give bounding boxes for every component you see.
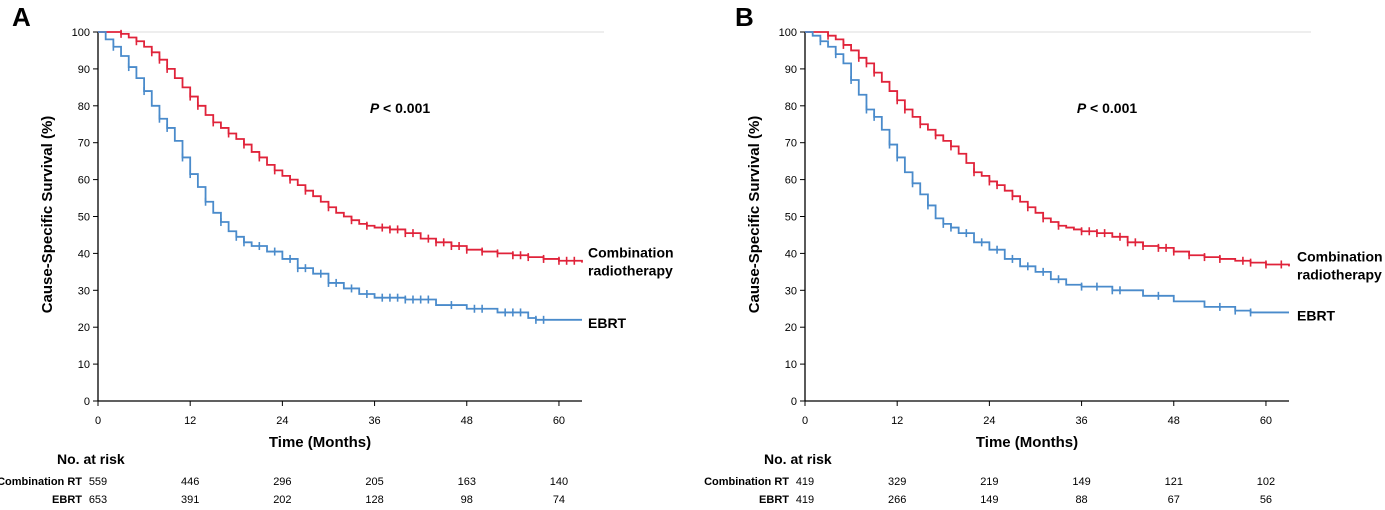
risk-value: 419 [796, 476, 814, 488]
risk-value: 140 [550, 476, 568, 488]
series-combination: Combination radiotherapy [805, 31, 1383, 282]
x-tick-label: 24 [276, 415, 288, 427]
y-tick-label: 30 [78, 285, 90, 297]
series-label: radiotherapy [588, 263, 673, 279]
y-tick-label: 70 [785, 138, 797, 150]
p-value-text: < 0.001 [379, 100, 430, 116]
risk-row-label: EBRT [52, 494, 82, 505]
risk-table: No. at risk Combination RT 559 446 296 205 163… [0, 451, 568, 506]
risk-value: 102 [1257, 476, 1275, 488]
risk-value: 74 [553, 494, 565, 505]
risk-table-title: No. at risk [57, 451, 125, 467]
series-ebrt: EBRT [98, 31, 627, 331]
y-axis-title: Cause-Specific Survival (%) [746, 116, 763, 314]
x-axis-title: Time (Months) [976, 434, 1078, 451]
risk-value: 266 [888, 494, 906, 505]
risk-value: 121 [1165, 476, 1183, 488]
y-tick-label: 10 [78, 359, 90, 371]
risk-value: 128 [365, 494, 383, 505]
x-tick-label: 48 [461, 415, 473, 427]
x-tick-label: 0 [802, 415, 808, 427]
survival-curve [98, 31, 583, 263]
y-tick-label: 80 [78, 101, 90, 113]
y-tick-label: 10 [785, 359, 797, 371]
y-tick-label: 20 [785, 322, 797, 334]
risk-table-title: No. at risk [764, 451, 832, 467]
y-tick-label: 90 [785, 64, 797, 76]
survival-curve [805, 31, 1289, 314]
chart-panel-a: A 0 10 20 30 40 50 60 70 80 90 100 0 12 24 36 48 60 Time (… [0, 2, 674, 506]
x-tick-label: 36 [368, 415, 380, 427]
series-label: EBRT [1297, 307, 1336, 323]
y-tick-label: 60 [78, 175, 90, 187]
survival-curve [805, 31, 1290, 267]
risk-value: 202 [273, 494, 291, 505]
p-value-annotation: P < 0.001 [370, 100, 431, 116]
x-tick-label: 60 [1260, 415, 1272, 427]
p-value-text: < 0.001 [1086, 100, 1137, 116]
series-ebrt: EBRT [805, 31, 1336, 323]
y-tick-label: 100 [779, 27, 797, 39]
p-value-annotation: P < 0.001 [1077, 100, 1138, 116]
risk-value: 205 [365, 476, 383, 488]
x-tick-label: 60 [553, 415, 565, 427]
y-tick-label: 40 [78, 248, 90, 260]
y-tick-label: 50 [78, 212, 90, 224]
x-tick-label: 12 [184, 415, 196, 427]
x-tick-label: 24 [983, 415, 995, 427]
risk-value: 163 [458, 476, 476, 488]
y-tick-label: 70 [78, 138, 90, 150]
series-label: Combination [588, 245, 674, 261]
x-tick-label: 0 [95, 415, 101, 427]
p-value-symbol: P [1077, 100, 1087, 116]
panel-label: A [12, 2, 31, 32]
risk-row-label: Combination RT [704, 476, 789, 488]
risk-value: 296 [273, 476, 291, 488]
risk-value: 559 [89, 476, 107, 488]
risk-value: 149 [980, 494, 998, 505]
risk-value: 149 [1072, 476, 1090, 488]
series-label: EBRT [588, 315, 627, 331]
y-tick-label: 20 [78, 322, 90, 334]
y-tick-label: 90 [78, 64, 90, 76]
y-tick-label: 0 [84, 396, 90, 408]
y-tick-label: 100 [72, 27, 90, 39]
risk-value: 653 [89, 494, 107, 505]
y-tick-label: 50 [785, 212, 797, 224]
y-tick-label: 30 [785, 285, 797, 297]
p-value-symbol: P [370, 100, 380, 116]
risk-value: 419 [796, 494, 814, 505]
y-tick-label: 60 [785, 175, 797, 187]
risk-value: 329 [888, 476, 906, 488]
y-tick-label: 0 [791, 396, 797, 408]
y-tick-label: 40 [785, 248, 797, 260]
x-tick-label: 12 [891, 415, 903, 427]
risk-value: 56 [1260, 494, 1272, 505]
risk-row-label: Combination RT [0, 476, 82, 488]
y-tick-label: 80 [785, 101, 797, 113]
risk-value: 98 [461, 494, 473, 505]
x-tick-label: 36 [1075, 415, 1087, 427]
x-tick-label: 48 [1168, 415, 1180, 427]
series-label: radiotherapy [1297, 266, 1382, 282]
panel-label: B [735, 2, 754, 32]
x-axis-title: Time (Months) [269, 434, 371, 451]
risk-value: 391 [181, 494, 199, 505]
risk-table: No. at risk Combination RT 419 329 219 149 121… [704, 451, 1275, 506]
risk-value: 446 [181, 476, 199, 488]
survival-curve [98, 31, 582, 321]
risk-row-label: EBRT [759, 494, 789, 505]
risk-value: 67 [1168, 494, 1180, 505]
risk-value: 219 [980, 476, 998, 488]
y-axis-title: Cause-Specific Survival (%) [39, 116, 56, 314]
chart-panel-b: B 0 10 20 30 40 50 60 70 80 90 100 0 12 24 36 48 60 Time (… [704, 2, 1383, 506]
risk-value: 88 [1075, 494, 1087, 505]
series-combination: Combination radiotherapy [98, 29, 674, 279]
series-label: Combination [1297, 248, 1383, 264]
